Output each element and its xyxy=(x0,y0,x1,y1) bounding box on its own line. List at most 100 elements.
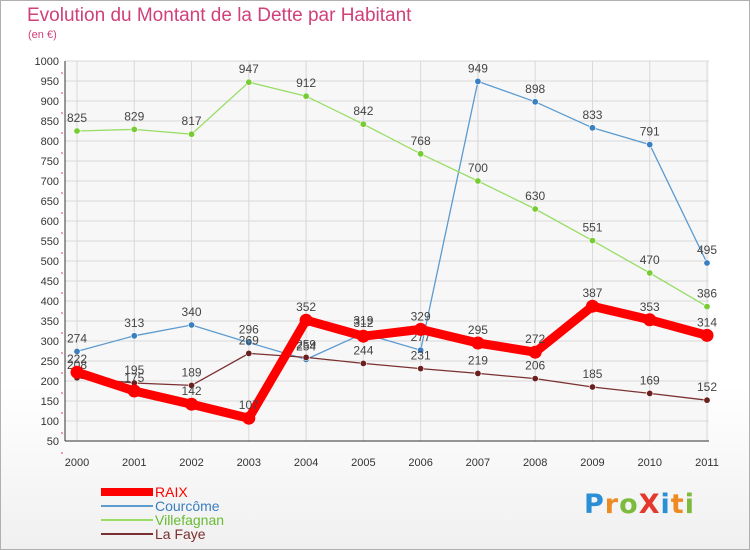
y-tick-label: 800 xyxy=(41,136,59,148)
data-point-la-faye xyxy=(302,353,310,361)
data-point-la-faye xyxy=(188,381,196,389)
x-tick-label: 2004 xyxy=(294,457,318,469)
y-tick-label: 900 xyxy=(41,96,59,108)
y-tick-label: 600 xyxy=(41,216,59,228)
data-label-courc-me: 254 xyxy=(296,339,316,353)
data-label-courc-me: 340 xyxy=(182,305,202,319)
data-point-la-faye xyxy=(245,349,253,357)
data-point-raix xyxy=(471,336,485,350)
data-point-raix xyxy=(185,397,199,411)
legend-label: La Faye xyxy=(155,526,206,542)
data-point-villefagnan xyxy=(302,92,310,100)
legend-swatch xyxy=(101,533,153,535)
proxiti-logo: ProXiti xyxy=(584,489,695,520)
data-label-la-faye: 195 xyxy=(124,363,144,377)
data-label-la-faye: 169 xyxy=(640,373,660,387)
data-point-villefagnan xyxy=(703,303,711,311)
data-point-raix xyxy=(70,365,84,379)
data-label-raix: 387 xyxy=(582,286,602,300)
x-tick-label: 2005 xyxy=(351,457,375,469)
x-tick-label: 2002 xyxy=(179,457,203,469)
data-label-villefagnan: 630 xyxy=(525,189,545,203)
data-label-villefagnan: 829 xyxy=(124,109,144,123)
data-point-la-faye xyxy=(359,359,367,367)
y-tick-label: 1000 xyxy=(35,56,59,68)
data-label-raix: 352 xyxy=(296,300,316,314)
series-line-raix xyxy=(72,301,712,423)
y-tick-label: 300 xyxy=(41,336,59,348)
y-tick-label: 50 xyxy=(47,436,59,448)
data-label-villefagnan: 947 xyxy=(239,62,259,76)
legend-swatch xyxy=(101,488,153,496)
y-tick-label: 650 xyxy=(41,196,59,208)
data-label-courc-me: 898 xyxy=(525,82,545,96)
data-point-raix xyxy=(585,299,599,313)
data-label-raix: 175 xyxy=(124,371,144,385)
data-label-la-faye: 269 xyxy=(239,333,259,347)
data-label-courc-me: 274 xyxy=(67,331,87,345)
legend-swatch xyxy=(101,505,153,507)
data-label-raix: 353 xyxy=(640,300,660,314)
data-label-villefagnan: 842 xyxy=(353,104,373,118)
data-point-courc-me xyxy=(703,259,711,267)
data-point-villefagnan xyxy=(588,237,596,245)
y-tick-label: 950 xyxy=(41,76,59,88)
data-point-villefagnan xyxy=(531,205,539,213)
data-label-la-faye: 152 xyxy=(697,380,717,394)
logo-letter: P xyxy=(584,489,605,520)
data-label-villefagnan: 912 xyxy=(296,76,316,90)
data-point-courc-me xyxy=(646,141,654,149)
data-label-courc-me: 949 xyxy=(468,61,488,75)
logo-letter: X xyxy=(638,489,661,520)
logo-letter: i xyxy=(684,489,695,520)
data-label-courc-me: 313 xyxy=(124,316,144,330)
data-point-la-faye xyxy=(646,389,654,397)
data-label-la-faye: 189 xyxy=(182,365,202,379)
y-tick-label: 850 xyxy=(41,116,59,128)
y-tick-label: 750 xyxy=(41,156,59,168)
data-point-courc-me xyxy=(245,339,253,347)
data-point-courc-me xyxy=(188,321,196,329)
logo-letter: i xyxy=(660,489,671,520)
data-label-raix: 222 xyxy=(67,352,87,366)
x-tick-label: 2007 xyxy=(466,457,490,469)
plot-area xyxy=(65,61,709,441)
data-point-la-faye xyxy=(474,369,482,377)
x-tick-label: 2008 xyxy=(523,457,547,469)
data-label-la-faye: 219 xyxy=(468,353,488,367)
legend-label: RAIX xyxy=(155,484,188,500)
x-tick-label: 2009 xyxy=(580,457,604,469)
data-label-villefagnan: 470 xyxy=(640,253,660,267)
data-point-courc-me xyxy=(130,332,138,340)
data-point-courc-me xyxy=(474,77,482,85)
data-point-la-faye xyxy=(703,396,711,404)
data-point-raix xyxy=(127,384,141,398)
y-tick-label: 350 xyxy=(41,316,59,328)
data-point-villefagnan xyxy=(474,177,482,185)
data-label-villefagnan: 768 xyxy=(411,134,431,148)
data-label-villefagnan: 551 xyxy=(582,221,602,235)
data-label-villefagnan: 386 xyxy=(697,287,717,301)
data-label-villefagnan: 825 xyxy=(67,111,87,125)
legend-label: Courcôme xyxy=(155,498,220,514)
data-label-raix: 314 xyxy=(697,315,717,329)
data-point-courc-me xyxy=(417,346,425,354)
data-label-courc-me: 319 xyxy=(353,313,373,327)
data-label-courc-me: 495 xyxy=(697,243,717,257)
data-point-villefagnan xyxy=(245,78,253,86)
data-point-courc-me xyxy=(531,98,539,106)
data-label-la-faye: 259 xyxy=(296,337,316,351)
series-line-la-faye xyxy=(76,352,708,401)
x-tick-label: 2011 xyxy=(695,457,719,469)
data-point-villefagnan xyxy=(130,125,138,133)
logo-letter: o xyxy=(619,489,639,520)
y-tick-label: 100 xyxy=(41,416,59,428)
x-tick-label: 2000 xyxy=(65,457,89,469)
y-tick-label: 550 xyxy=(41,236,59,248)
data-point-raix xyxy=(528,345,542,359)
data-label-raix: 142 xyxy=(182,384,202,398)
data-point-villefagnan xyxy=(359,120,367,128)
data-label-la-faye: 231 xyxy=(411,349,431,363)
